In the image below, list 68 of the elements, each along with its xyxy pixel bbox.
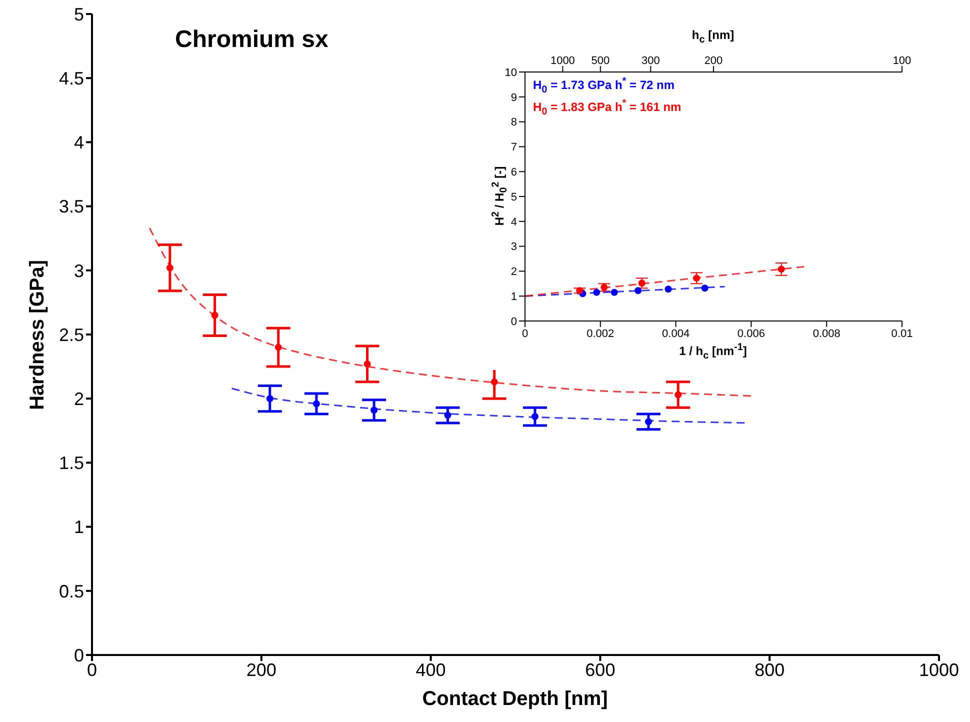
y-tick-label: 2 bbox=[74, 388, 84, 409]
y-tick-label: 7 bbox=[510, 142, 517, 154]
y-tick-label: 8 bbox=[510, 116, 517, 129]
y-tick-label: 1 bbox=[74, 517, 84, 538]
point bbox=[610, 288, 618, 296]
annotation: 1000 bbox=[550, 55, 575, 67]
x-axis-title: Contact Depth [nm] bbox=[422, 688, 608, 711]
point bbox=[593, 288, 600, 296]
point bbox=[166, 264, 174, 272]
annotation: 200 bbox=[704, 55, 723, 67]
point bbox=[701, 284, 708, 292]
point bbox=[664, 286, 672, 293]
y-tick-label: 4.5 bbox=[58, 68, 84, 88]
annotation: h$_{c}$ [nm] bbox=[692, 28, 734, 46]
point bbox=[370, 406, 378, 414]
y-tick-label: 4 bbox=[74, 132, 84, 153]
point bbox=[266, 395, 274, 402]
y-tick-label: 9 bbox=[510, 92, 517, 104]
point bbox=[644, 418, 652, 426]
x-tick-label: 400 bbox=[416, 660, 446, 680]
x-tick-label: 1000 bbox=[918, 660, 960, 680]
point bbox=[211, 312, 218, 319]
x-tick-label: 0.004 bbox=[662, 328, 690, 340]
x-tick-label: 0 bbox=[522, 328, 528, 340]
y-tick-label: 0 bbox=[74, 645, 84, 666]
annotation: 500 bbox=[591, 55, 610, 67]
y-tick-label: 6 bbox=[510, 166, 517, 179]
x-tick-label: 0 bbox=[86, 660, 98, 680]
y-tick-label: 5 bbox=[74, 4, 84, 24]
y-tick-label: 1 bbox=[510, 291, 517, 304]
point bbox=[490, 378, 498, 386]
point bbox=[600, 284, 608, 291]
y-tick-label: 2 bbox=[510, 266, 517, 278]
text: Chromium sx bbox=[175, 26, 328, 54]
y-tick-label: 0.5 bbox=[58, 581, 84, 602]
point bbox=[444, 412, 452, 419]
y-tick-label: 10 bbox=[504, 66, 517, 79]
y-tick-label: 5 bbox=[510, 191, 517, 204]
x-tick-label: 800 bbox=[754, 660, 785, 680]
point bbox=[634, 287, 642, 294]
point bbox=[312, 400, 320, 408]
annotation: 100 bbox=[892, 55, 912, 67]
point bbox=[364, 360, 371, 368]
point bbox=[638, 280, 646, 287]
annotation: 300 bbox=[641, 55, 660, 67]
y-tick-label: 2.5 bbox=[58, 324, 84, 345]
point bbox=[693, 274, 700, 282]
x-tick-label: 600 bbox=[585, 660, 616, 680]
point bbox=[576, 287, 584, 294]
point bbox=[531, 413, 538, 420]
y-axis-title: Hardness [GPa] bbox=[26, 260, 50, 410]
x-tick-label: 0.008 bbox=[812, 328, 840, 340]
y-tick-label: 3 bbox=[510, 241, 517, 254]
y-tick-label: 0 bbox=[510, 316, 517, 328]
annotation: H$_{0}$ = 1.83 GPa h$^{*}$ = 161 nm bbox=[533, 98, 682, 118]
point bbox=[274, 344, 282, 351]
x-tick-label: 200 bbox=[246, 660, 276, 680]
annotation: H$_{0}$ = 1.73 GPa h$^{*}$ = 72 nm bbox=[533, 76, 675, 96]
x-tick-label: 0.002 bbox=[586, 328, 614, 340]
y-tick-label: 1.5 bbox=[58, 453, 84, 474]
x-axis-title: 1 / h$_{c}$ [nm$^{-1}$] bbox=[679, 342, 747, 362]
y-tick-label: 3 bbox=[74, 260, 84, 281]
x-tick-label: 0.006 bbox=[737, 328, 765, 340]
y-tick-label: 4 bbox=[510, 216, 517, 228]
x-tick-label: 0.01 bbox=[891, 328, 913, 340]
y-tick-label: 3.5 bbox=[58, 196, 84, 217]
point bbox=[674, 391, 682, 398]
point bbox=[778, 266, 785, 273]
